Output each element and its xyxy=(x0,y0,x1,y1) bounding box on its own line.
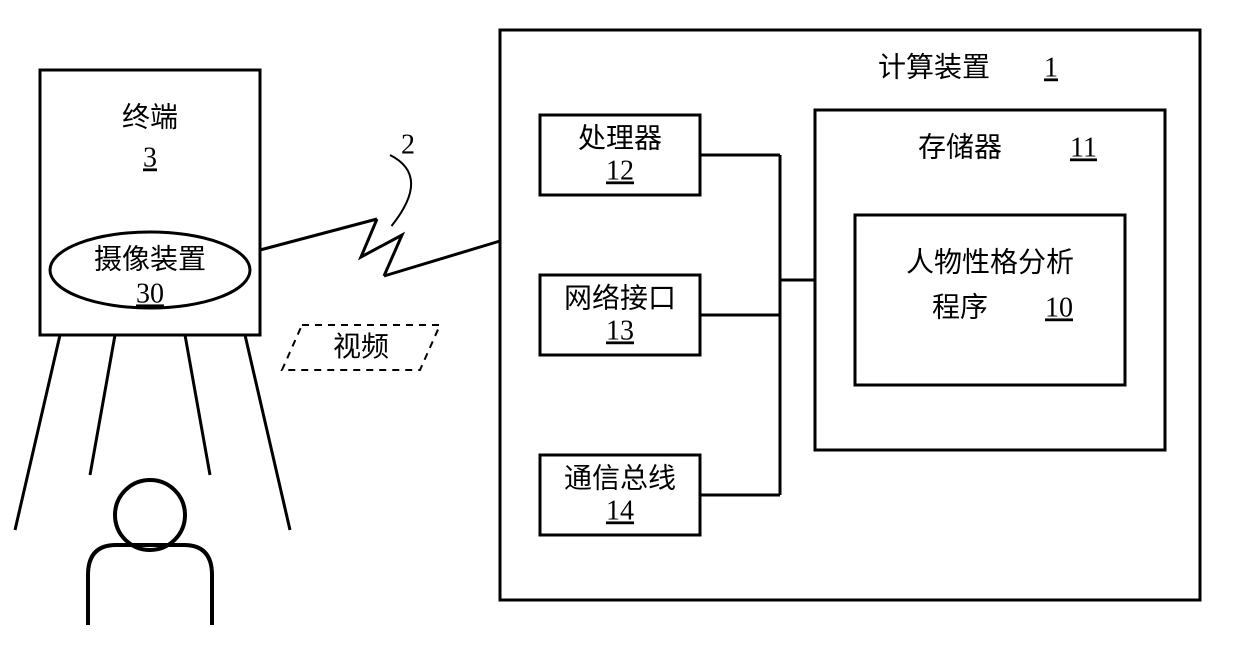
network-interface-label: 网络接口 xyxy=(564,282,676,314)
comm-bus-label: 通信总线 xyxy=(564,462,676,494)
program-label-2: 程序 xyxy=(932,291,988,323)
program-label-1: 人物性格分析 xyxy=(906,246,1074,278)
person-body-icon xyxy=(88,545,212,625)
program-box xyxy=(855,215,1125,385)
link-pointer-arc xyxy=(390,155,411,226)
camera-ray-3 xyxy=(245,335,290,530)
camera-label: 摄像装置 xyxy=(94,243,206,275)
camera-ray-1 xyxy=(90,335,115,475)
link-bolt-icon xyxy=(361,219,402,276)
program-num: 10 xyxy=(1045,292,1073,323)
network-interface-num: 13 xyxy=(606,315,634,346)
memory-label: 存储器 xyxy=(918,131,1002,163)
link-line-left xyxy=(260,219,377,250)
video-label: 视频 xyxy=(333,331,389,363)
processor-num: 12 xyxy=(606,155,634,186)
comm-bus-num: 14 xyxy=(606,495,634,526)
link-num: 2 xyxy=(401,129,415,160)
memory-num: 11 xyxy=(1070,132,1097,163)
computing-device-num: 1 xyxy=(1044,52,1058,83)
computing-device-title: 计算装置 xyxy=(878,51,990,83)
terminal-num: 3 xyxy=(143,142,157,173)
camera-ray-2 xyxy=(185,335,210,475)
terminal-title: 终端 xyxy=(122,101,178,133)
camera-num: 30 xyxy=(136,278,164,309)
person-head-icon xyxy=(115,480,185,550)
processor-label: 处理器 xyxy=(578,122,662,154)
link-line-right xyxy=(384,241,500,276)
camera-ray-0 xyxy=(15,335,60,530)
